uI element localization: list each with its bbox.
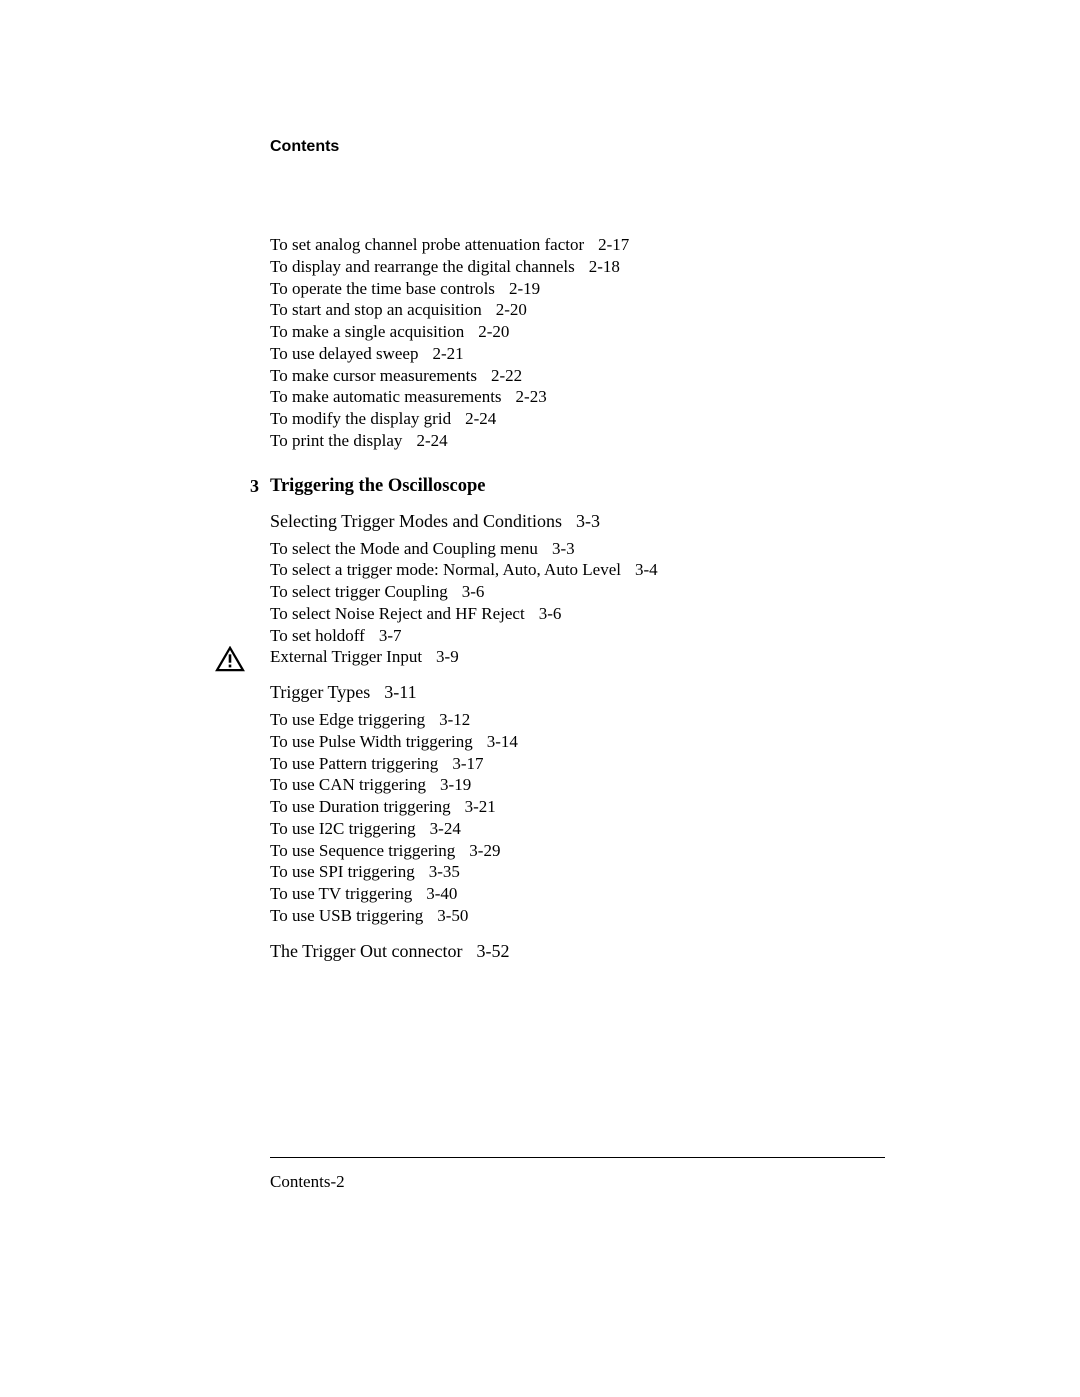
toc-page: 3-35: [429, 862, 460, 881]
toc-entry: To display and rearrange the digital cha…: [270, 256, 890, 278]
toc-text: To make cursor measurements: [270, 366, 477, 385]
toc-page: 2-18: [589, 257, 620, 276]
toc-entry: To use USB triggering 3-50: [270, 905, 890, 927]
toc-page: 3-3: [552, 539, 575, 558]
footer-rule: [270, 1157, 885, 1158]
footer-page-number: Contents-2: [270, 1172, 345, 1192]
toc-page: 2-23: [516, 387, 547, 406]
toc-page: 3-6: [539, 604, 562, 623]
toc-page: 2-22: [491, 366, 522, 385]
toc-entry: External Trigger Input 3-9: [270, 646, 890, 668]
chapter-title: Triggering the Oscilloscope: [270, 476, 485, 496]
toc-page: 3-7: [379, 626, 402, 645]
toc-page: 3-4: [635, 560, 658, 579]
toc-text: To set holdoff: [270, 626, 365, 645]
toc-text: To display and rearrange the digital cha…: [270, 257, 575, 276]
toc-page: 2-21: [432, 344, 463, 363]
chapter-number: 3: [250, 476, 259, 497]
toc-text: To use TV triggering: [270, 884, 412, 903]
toc-entry: To select the Mode and Coupling menu 3-3: [270, 538, 890, 560]
toc-text: To use delayed sweep: [270, 344, 418, 363]
toc-text: To operate the time base controls: [270, 279, 495, 298]
chapter-heading: 3 Triggering the Oscilloscope: [270, 476, 890, 497]
toc-text: To make a single acquisition: [270, 322, 464, 341]
section-page: 3-11: [384, 682, 416, 702]
section-page: 3-3: [576, 511, 600, 531]
toc-page: 3-50: [437, 906, 468, 925]
toc-entry: To print the display 2-24: [270, 430, 890, 452]
page-header: Contents: [270, 138, 890, 156]
toc-page: 3-40: [426, 884, 457, 903]
toc-block-3: To use Edge triggering 3-12 To use Pulse …: [270, 709, 890, 927]
toc-entry: To make a single acquisition 2-20: [270, 321, 890, 343]
toc-entry: To use I2C triggering 3-24: [270, 818, 890, 840]
toc-entry: To make automatic measurements 2-23: [270, 386, 890, 408]
toc-text: To select a trigger mode: Normal, Auto, …: [270, 560, 621, 579]
section-heading: The Trigger Out connector 3-52: [270, 941, 890, 962]
toc-page: 2-20: [478, 322, 509, 341]
toc-page: 3-24: [430, 819, 461, 838]
toc-entry: To use CAN triggering 3-19: [270, 774, 890, 796]
toc-text: To modify the display grid: [270, 409, 451, 428]
toc-entry: To use TV triggering 3-40: [270, 883, 890, 905]
toc-text: To start and stop an acquisition: [270, 300, 482, 319]
toc-text: To make automatic measurements: [270, 387, 502, 406]
toc-text: To use I2C triggering: [270, 819, 416, 838]
toc-block-2: To select the Mode and Coupling menu3-3 …: [270, 538, 890, 669]
section-page: 3-52: [476, 941, 509, 961]
toc-page: 2-17: [598, 235, 629, 254]
toc-page: 3-19: [440, 775, 471, 794]
toc-text: To set analog channel probe attenuation …: [270, 235, 584, 254]
section-heading: Selecting Trigger Modes and Conditions 3-…: [270, 511, 890, 532]
toc-entry: To select trigger Coupling 3-6: [270, 581, 890, 603]
toc-entry: To use Pattern triggering 3-17: [270, 753, 890, 775]
toc-page: 2-24: [465, 409, 496, 428]
toc-text: To use Sequence triggering: [270, 841, 455, 860]
contents-page: Contents To set analog channel probe att…: [270, 138, 890, 968]
toc-text: To use USB triggering: [270, 906, 423, 925]
toc-entry: To use Pulse Width triggering 3-14: [270, 731, 890, 753]
toc-entry: To select Noise Reject and HF Reject 3-6: [270, 603, 890, 625]
toc-page: 3-14: [487, 732, 518, 751]
toc-page: 3-17: [452, 754, 483, 773]
toc-text: To use Edge triggering: [270, 710, 425, 729]
toc-entry: To operate the time base controls 2-19: [270, 278, 890, 300]
toc-page: 3-21: [465, 797, 496, 816]
toc-text: To use CAN triggering: [270, 775, 426, 794]
toc-text: To print the display: [270, 431, 402, 450]
section-title-text: Trigger Types: [270, 682, 370, 702]
section-title-text: The Trigger Out connector: [270, 941, 462, 961]
toc-page: 3-9: [436, 647, 459, 666]
toc-entry: To use Duration triggering 3-21: [270, 796, 890, 818]
toc-text: To use Duration triggering: [270, 797, 451, 816]
toc-page: 3-29: [469, 841, 500, 860]
toc-text: To select trigger Coupling: [270, 582, 448, 601]
toc-page: 2-24: [416, 431, 447, 450]
toc-entry: To use SPI triggering 3-35: [270, 861, 890, 883]
section-title-text: Selecting Trigger Modes and Conditions: [270, 511, 562, 531]
toc-page: 3-12: [439, 710, 470, 729]
toc-entry: To modify the display grid 2-24: [270, 408, 890, 430]
toc-entry: To set holdoff 3-7: [270, 625, 890, 647]
toc-text: To use Pulse Width triggering: [270, 732, 473, 751]
toc-block-1: To set analog channel probe attenuation …: [270, 234, 890, 452]
toc-page: 2-19: [509, 279, 540, 298]
toc-entry: To make cursor measurements 2-22: [270, 365, 890, 387]
toc-text: External Trigger Input: [270, 647, 422, 666]
toc-page: 2-20: [496, 300, 527, 319]
toc-entry: To select a trigger mode: Normal, Auto, …: [270, 559, 890, 581]
toc-page: 3-6: [462, 582, 485, 601]
toc-text: To select Noise Reject and HF Reject: [270, 604, 525, 623]
toc-entry: To use delayed sweep 2-21: [270, 343, 890, 365]
toc-text: To use SPI triggering: [270, 862, 415, 881]
caution-icon: [215, 646, 245, 672]
toc-entry: To use Sequence triggering 3-29: [270, 840, 890, 862]
section-heading: Trigger Types 3-11: [270, 682, 890, 703]
toc-entry: To use Edge triggering 3-12: [270, 709, 890, 731]
toc-text: To use Pattern triggering: [270, 754, 438, 773]
toc-entry: To start and stop an acquisition 2-20: [270, 299, 890, 321]
toc-text: To select the Mode and Coupling menu: [270, 539, 538, 558]
toc-entry: To set analog channel probe attenuation …: [270, 234, 890, 256]
